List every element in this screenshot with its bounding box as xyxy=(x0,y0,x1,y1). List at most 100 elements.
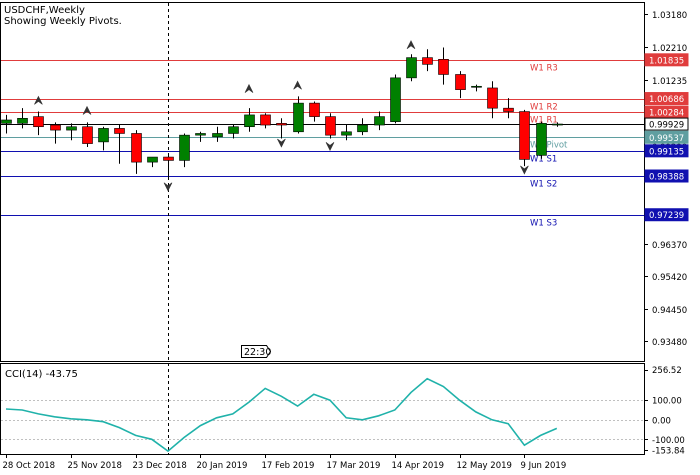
bear-candle xyxy=(82,126,93,144)
bull-candle xyxy=(471,85,482,88)
pivot-level-label: W1 S3 xyxy=(530,219,557,229)
pivot-level-label: W1 R2 xyxy=(530,103,558,113)
bear-candle xyxy=(519,111,530,160)
time-tick-label: 12 May 2019 xyxy=(457,461,512,471)
cci-tick-label: 256.52 xyxy=(652,366,682,376)
fractal-up-icon xyxy=(293,80,302,90)
price-tick-label: 0.95420 xyxy=(652,273,687,283)
price-tag-box xyxy=(644,53,689,67)
price-tick-label: 0.94450 xyxy=(652,306,687,316)
bull-candle xyxy=(293,102,304,133)
bear-candle xyxy=(163,156,174,161)
price-tag-box xyxy=(644,92,689,106)
crosshair-time-badge: 22:30 xyxy=(241,345,271,358)
bull-candle xyxy=(195,133,206,136)
bear-candle xyxy=(325,116,336,136)
price-tick-label: 1.02210 xyxy=(652,44,687,54)
bull-candle xyxy=(1,119,12,124)
price-tag-box xyxy=(644,169,689,183)
bull-candle xyxy=(179,134,190,161)
price-tag-box xyxy=(644,208,689,222)
price-tag-text: 1.00284 xyxy=(649,109,684,119)
time-tick-label: 17 Mar 2019 xyxy=(327,461,381,471)
price-panel-frame xyxy=(0,2,645,362)
time-tick-label: 25 Nov 2018 xyxy=(68,461,122,471)
pivot-level-label: W1 S1 xyxy=(530,155,557,165)
time-tick-label: 23 Dec 2018 xyxy=(133,461,187,471)
price-tag-text: 0.99929 xyxy=(649,121,684,131)
bear-candle xyxy=(33,116,44,128)
fractal-down-icon xyxy=(520,165,529,175)
price-tag-text: 1.01835 xyxy=(649,56,684,66)
fractal-markers xyxy=(34,40,529,192)
bear-candle xyxy=(438,59,449,75)
cci-tick-label: -100.00 xyxy=(652,436,685,446)
price-tag-box xyxy=(644,144,689,158)
bull-candle xyxy=(212,133,223,138)
bear-candle xyxy=(50,124,61,131)
bull-candle xyxy=(17,117,28,124)
bear-candle xyxy=(422,57,433,65)
time-tick-label: 9 Jun 2019 xyxy=(521,461,567,471)
price-tag-box xyxy=(644,130,689,144)
price-tick-label: 1.03180 xyxy=(652,11,687,21)
fractal-up-icon xyxy=(82,105,92,115)
bear-candle xyxy=(114,128,125,134)
cci-title-label: CCI(14) -43.75 xyxy=(5,369,78,380)
cci-line xyxy=(5,377,558,453)
cci-level-lines xyxy=(1,400,644,440)
cci-tick-label: 0.00 xyxy=(652,416,671,426)
bull-candle xyxy=(244,114,255,128)
bull-candle xyxy=(536,123,547,156)
pivot-level-label: W1 Pivot xyxy=(530,141,568,151)
cci-line-series xyxy=(5,377,558,453)
pivot-level-label: W1 S2 xyxy=(530,180,557,190)
bear-candle xyxy=(260,114,271,126)
fractal-down-icon xyxy=(277,138,286,148)
bear-candle xyxy=(503,107,514,112)
cci-axis: 256.52 100.00 0.00 -100.00-153.84 xyxy=(644,366,685,456)
candlestick-series xyxy=(1,47,563,178)
price-tick-label: 1.01235 xyxy=(652,77,687,87)
fractal-down-icon xyxy=(325,142,335,151)
bear-candle xyxy=(276,123,287,126)
crosshair-time-text: 22:30 xyxy=(244,347,271,358)
price-tag-text: 1.00686 xyxy=(649,95,684,105)
bull-candle xyxy=(357,124,368,133)
fractal-up-icon xyxy=(406,40,416,50)
price-tick-label: 0.93480 xyxy=(652,338,687,348)
time-tick-label: 14 Apr 2019 xyxy=(392,461,445,471)
bull-candle xyxy=(374,116,385,126)
price-tick-label: 0.96370 xyxy=(652,241,687,251)
fractal-up-icon xyxy=(244,83,254,93)
price-tag-text: 0.98388 xyxy=(649,173,684,183)
bull-candle xyxy=(341,131,352,136)
price-tag-labels: 1.01835 1.00686 1.00284 0.99929 0.99537 0.991… xyxy=(644,53,689,222)
time-tick-label: 17 Feb 2019 xyxy=(262,461,315,471)
price-tag-box xyxy=(644,117,689,131)
time-axis: 28 Oct 2018 25 Nov 2018 23 Dec 2018 20 Jan … xyxy=(3,454,567,471)
time-tick-label: 20 Jan 2019 xyxy=(197,461,248,471)
price-tag-text: 0.99135 xyxy=(649,147,684,157)
bull-candle xyxy=(98,128,109,143)
bull-candle xyxy=(552,123,563,126)
price-tag-text: 0.99537 xyxy=(649,134,684,144)
pivot-level-label: W1 R3 xyxy=(530,64,558,74)
bull-candle xyxy=(66,126,77,131)
bear-candle xyxy=(309,102,320,117)
bull-candle xyxy=(228,126,239,134)
time-tick-label: 28 Oct 2018 xyxy=(3,461,56,471)
indicator-label: Showing Weekly Pivots. xyxy=(4,16,122,27)
cci-panel-frame xyxy=(0,363,645,455)
pivot-level-label: W1 R1 xyxy=(530,116,558,126)
bull-candle xyxy=(406,57,417,79)
symbol-timeframe-label: USDCHF,Weekly xyxy=(4,5,85,16)
bear-candle xyxy=(455,74,466,90)
bull-candle xyxy=(390,77,401,122)
cci-tick-label: 100.00 xyxy=(652,397,682,407)
fractal-up-icon xyxy=(34,95,43,105)
fractal-down-icon xyxy=(163,182,173,192)
bear-candle xyxy=(131,133,142,163)
bull-candle xyxy=(147,156,158,163)
